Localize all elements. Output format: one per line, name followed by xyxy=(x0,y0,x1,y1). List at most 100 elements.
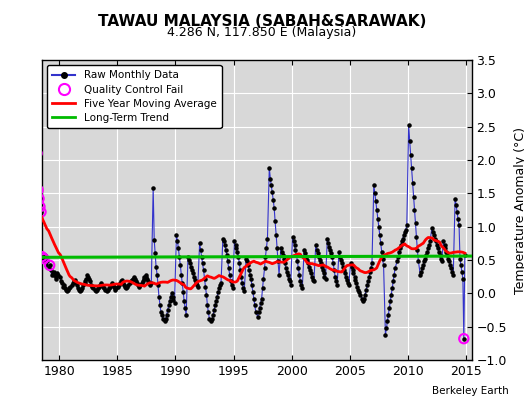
Point xyxy=(422,252,430,258)
Point xyxy=(170,300,179,306)
Point xyxy=(133,280,141,286)
Point xyxy=(390,272,398,278)
Point xyxy=(310,278,318,284)
Point xyxy=(115,282,124,288)
Point xyxy=(292,252,301,258)
Point xyxy=(34,187,42,193)
Point xyxy=(287,282,295,288)
Point xyxy=(168,290,176,296)
Point xyxy=(99,284,107,290)
Point xyxy=(232,245,241,251)
Point xyxy=(41,252,49,258)
Point xyxy=(173,238,182,244)
Point xyxy=(281,260,289,266)
Point xyxy=(157,309,165,315)
Point xyxy=(367,265,375,271)
Point xyxy=(124,282,132,288)
Point xyxy=(138,278,147,284)
Point xyxy=(36,204,44,210)
Point xyxy=(410,207,419,213)
Point xyxy=(216,282,224,288)
Point xyxy=(308,274,316,280)
Point xyxy=(300,247,308,253)
Point xyxy=(370,190,379,196)
Point xyxy=(373,207,381,213)
Point xyxy=(181,305,189,311)
Point xyxy=(350,270,358,276)
Point xyxy=(143,276,151,282)
Point xyxy=(328,254,336,260)
Point xyxy=(203,302,212,308)
Point xyxy=(153,272,161,278)
Point xyxy=(180,298,188,304)
Point xyxy=(444,256,453,262)
Point xyxy=(208,316,216,322)
Point xyxy=(151,250,159,256)
Point xyxy=(325,244,334,250)
Point xyxy=(345,282,353,288)
Point xyxy=(453,209,461,215)
Point xyxy=(135,284,143,290)
Point xyxy=(195,240,204,246)
Point xyxy=(307,270,315,276)
Point xyxy=(424,245,432,251)
Point xyxy=(275,272,283,278)
Point xyxy=(416,272,424,278)
Point xyxy=(89,285,97,291)
Point xyxy=(419,262,428,268)
Point xyxy=(396,245,404,251)
Point xyxy=(79,282,88,288)
Point xyxy=(458,269,466,275)
Point xyxy=(152,264,160,270)
Point xyxy=(296,278,304,284)
Point xyxy=(129,276,137,282)
Point xyxy=(155,294,163,300)
Point xyxy=(393,258,401,264)
Point xyxy=(301,250,309,256)
Point xyxy=(344,280,352,286)
Point xyxy=(435,252,444,258)
Point xyxy=(97,280,105,286)
Point xyxy=(106,282,115,288)
Point xyxy=(85,276,93,282)
Point xyxy=(202,292,211,298)
Point xyxy=(192,282,201,288)
Point xyxy=(145,280,154,286)
Point xyxy=(122,285,130,291)
Point xyxy=(363,282,372,288)
Point xyxy=(149,185,157,191)
Point xyxy=(298,285,307,291)
Point xyxy=(375,232,384,238)
Point xyxy=(35,196,43,202)
Point xyxy=(398,238,406,244)
Point xyxy=(168,294,177,300)
Point xyxy=(127,278,135,284)
Point xyxy=(46,262,54,268)
Point xyxy=(323,236,332,242)
Point xyxy=(447,265,455,271)
Point xyxy=(103,288,111,294)
Text: 4.286 N, 117.850 E (Malaysia): 4.286 N, 117.850 E (Malaysia) xyxy=(167,26,357,39)
Point xyxy=(92,288,100,294)
Point xyxy=(174,245,182,251)
Point xyxy=(441,245,450,251)
Point xyxy=(56,274,64,280)
Point xyxy=(219,236,227,242)
Point xyxy=(81,278,90,284)
Point xyxy=(224,258,232,264)
Text: TAWAU MALAYSIA (SABAH&SARAWAK): TAWAU MALAYSIA (SABAH&SARAWAK) xyxy=(98,14,426,29)
Point xyxy=(402,222,411,228)
Point xyxy=(117,278,125,284)
Point xyxy=(230,238,238,244)
Point xyxy=(456,256,464,262)
Point xyxy=(96,282,104,288)
Point xyxy=(189,270,197,276)
Point xyxy=(147,280,156,286)
Point xyxy=(233,249,242,255)
Point xyxy=(60,282,69,288)
Point xyxy=(77,287,85,293)
Point xyxy=(217,280,225,286)
Point xyxy=(442,249,451,255)
Point xyxy=(303,257,311,263)
Point xyxy=(255,309,263,315)
